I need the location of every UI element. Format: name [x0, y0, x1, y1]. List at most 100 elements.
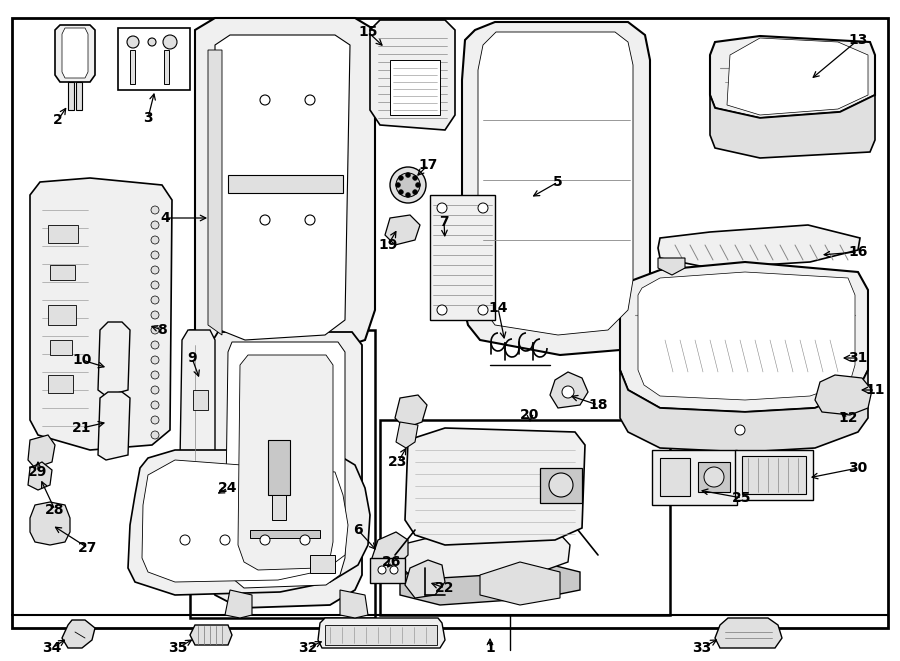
Circle shape	[260, 535, 270, 545]
Circle shape	[163, 35, 177, 49]
Bar	[698, 462, 730, 492]
Bar	[76, 82, 82, 110]
Polygon shape	[462, 22, 650, 355]
Text: 6: 6	[353, 523, 363, 537]
Bar	[50, 340, 72, 355]
Polygon shape	[340, 590, 368, 618]
Text: 22: 22	[436, 581, 454, 595]
Bar	[164, 50, 169, 84]
Circle shape	[305, 215, 315, 225]
Circle shape	[260, 215, 270, 225]
Text: 33: 33	[692, 641, 712, 655]
Polygon shape	[715, 618, 782, 648]
Circle shape	[151, 281, 159, 289]
Bar	[430, 195, 495, 320]
Polygon shape	[28, 462, 52, 490]
Circle shape	[378, 566, 386, 574]
Bar	[268, 440, 290, 495]
Text: 12: 12	[838, 411, 858, 425]
Polygon shape	[208, 332, 362, 608]
Text: 11: 11	[865, 383, 885, 397]
Polygon shape	[405, 428, 585, 545]
Circle shape	[151, 356, 159, 364]
Polygon shape	[645, 330, 850, 382]
Circle shape	[437, 305, 447, 315]
Text: 14: 14	[488, 301, 508, 315]
Circle shape	[305, 95, 315, 105]
Bar	[540, 468, 582, 503]
Circle shape	[406, 173, 410, 178]
Circle shape	[390, 167, 426, 203]
Text: 21: 21	[72, 421, 92, 435]
Circle shape	[300, 535, 310, 545]
Bar	[228, 175, 343, 193]
Polygon shape	[180, 330, 215, 470]
Bar	[48, 225, 78, 243]
Text: 2: 2	[53, 113, 63, 127]
Text: 15: 15	[358, 25, 378, 39]
Polygon shape	[815, 375, 872, 415]
Polygon shape	[30, 178, 172, 450]
Text: 16: 16	[849, 245, 868, 259]
Text: 31: 31	[849, 351, 868, 365]
Circle shape	[151, 236, 159, 244]
Polygon shape	[638, 272, 855, 400]
Bar	[380, 420, 670, 615]
Text: 25: 25	[733, 491, 751, 505]
Text: 1: 1	[485, 641, 495, 655]
Circle shape	[390, 566, 398, 574]
Polygon shape	[370, 20, 455, 130]
Circle shape	[562, 386, 574, 398]
Polygon shape	[658, 258, 685, 275]
Circle shape	[151, 401, 159, 409]
Bar	[325, 625, 437, 645]
Circle shape	[478, 203, 488, 213]
Circle shape	[220, 535, 230, 545]
Polygon shape	[658, 225, 860, 268]
Circle shape	[151, 416, 159, 424]
Polygon shape	[28, 435, 55, 468]
Circle shape	[416, 182, 420, 188]
Text: 19: 19	[378, 238, 398, 252]
Circle shape	[151, 311, 159, 319]
Circle shape	[549, 473, 573, 497]
Circle shape	[151, 206, 159, 214]
Polygon shape	[400, 562, 580, 605]
Polygon shape	[208, 50, 222, 335]
Text: 10: 10	[72, 353, 92, 367]
Bar	[735, 450, 813, 500]
Circle shape	[399, 175, 403, 180]
Circle shape	[151, 221, 159, 229]
Polygon shape	[710, 36, 875, 118]
Polygon shape	[550, 372, 588, 408]
Polygon shape	[620, 262, 868, 412]
Bar	[118, 28, 190, 90]
Text: 30: 30	[849, 461, 868, 475]
Polygon shape	[395, 395, 427, 428]
Polygon shape	[128, 450, 370, 595]
Bar	[652, 450, 737, 505]
Circle shape	[180, 535, 190, 545]
Polygon shape	[478, 32, 633, 335]
Text: 24: 24	[218, 481, 238, 495]
Polygon shape	[215, 35, 350, 340]
Bar	[390, 60, 440, 115]
Polygon shape	[238, 355, 333, 570]
Circle shape	[399, 190, 403, 194]
Text: 13: 13	[849, 33, 868, 47]
Polygon shape	[225, 590, 252, 618]
Bar	[272, 495, 286, 520]
Circle shape	[151, 386, 159, 394]
Polygon shape	[195, 18, 375, 360]
Text: 29: 29	[28, 465, 48, 479]
Circle shape	[437, 203, 447, 213]
Circle shape	[151, 266, 159, 274]
Text: 27: 27	[78, 541, 98, 555]
Polygon shape	[405, 560, 445, 598]
Circle shape	[148, 38, 156, 46]
Polygon shape	[620, 370, 868, 452]
Text: 3: 3	[143, 111, 153, 125]
Polygon shape	[225, 342, 345, 588]
Circle shape	[478, 305, 488, 315]
Polygon shape	[396, 422, 418, 448]
